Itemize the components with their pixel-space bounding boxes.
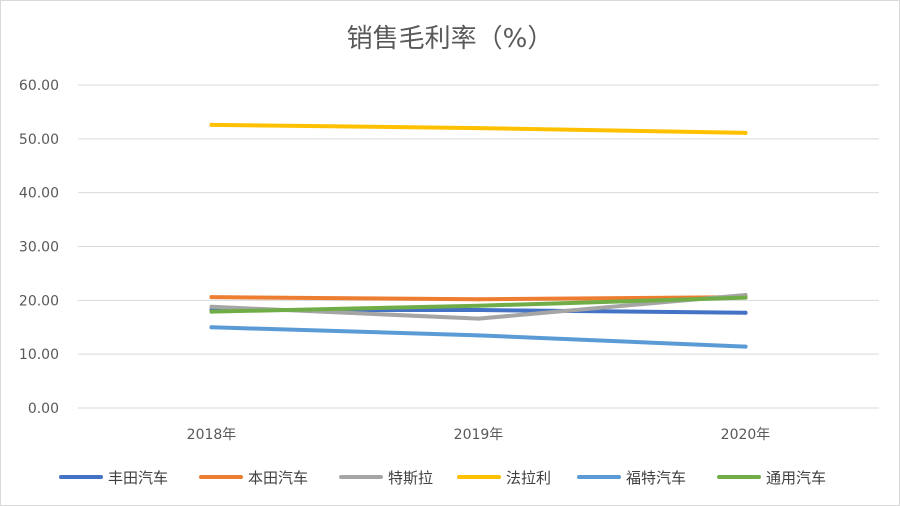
legend-label: 通用汽车 <box>766 469 826 487</box>
data-point <box>476 316 481 321</box>
data-point <box>209 309 214 314</box>
data-point <box>743 130 748 135</box>
data-point <box>209 304 214 309</box>
legend-label: 本田汽车 <box>248 469 308 487</box>
data-point <box>743 310 748 315</box>
data-point <box>476 308 481 313</box>
data-point <box>209 325 214 330</box>
data-point <box>209 122 214 127</box>
data-point <box>743 295 748 300</box>
data-point <box>476 303 481 308</box>
data-point <box>476 126 481 131</box>
y-tick-label: 40.00 <box>19 186 59 202</box>
x-tick-label: 2019年 <box>454 427 504 443</box>
gridlines <box>78 84 879 409</box>
y-tick-label: 10.00 <box>19 347 59 363</box>
data-point <box>209 295 214 300</box>
y-tick-label: 30.00 <box>19 240 59 256</box>
y-tick-label: 60.00 <box>19 78 59 94</box>
y-tick-label: 0.00 <box>28 401 59 417</box>
legend-label: 法拉利 <box>506 469 551 487</box>
x-tick-label: 2018年 <box>187 427 237 443</box>
y-tick-label: 50.00 <box>19 132 59 148</box>
data-point <box>743 344 748 349</box>
y-axis-ticks: 0.00 10.00 20.00 30.00 40.00 50.00 60.00 <box>19 78 59 417</box>
series-lines <box>209 122 748 349</box>
legend: 丰田汽车 本田汽车 特斯拉 法拉利 福特汽车 通用汽车 <box>59 469 826 487</box>
legend-label: 福特汽车 <box>626 469 686 487</box>
y-tick-label: 20.00 <box>19 293 59 309</box>
data-point <box>476 333 481 338</box>
legend-label: 特斯拉 <box>388 469 433 487</box>
x-tick-label: 2020年 <box>721 427 771 443</box>
legend-label: 丰田汽车 <box>108 469 168 487</box>
data-point <box>476 297 481 302</box>
x-axis-ticks: 2018年 2019年 2020年 <box>187 427 771 443</box>
chart-title: 销售毛利率（%） <box>347 24 554 54</box>
